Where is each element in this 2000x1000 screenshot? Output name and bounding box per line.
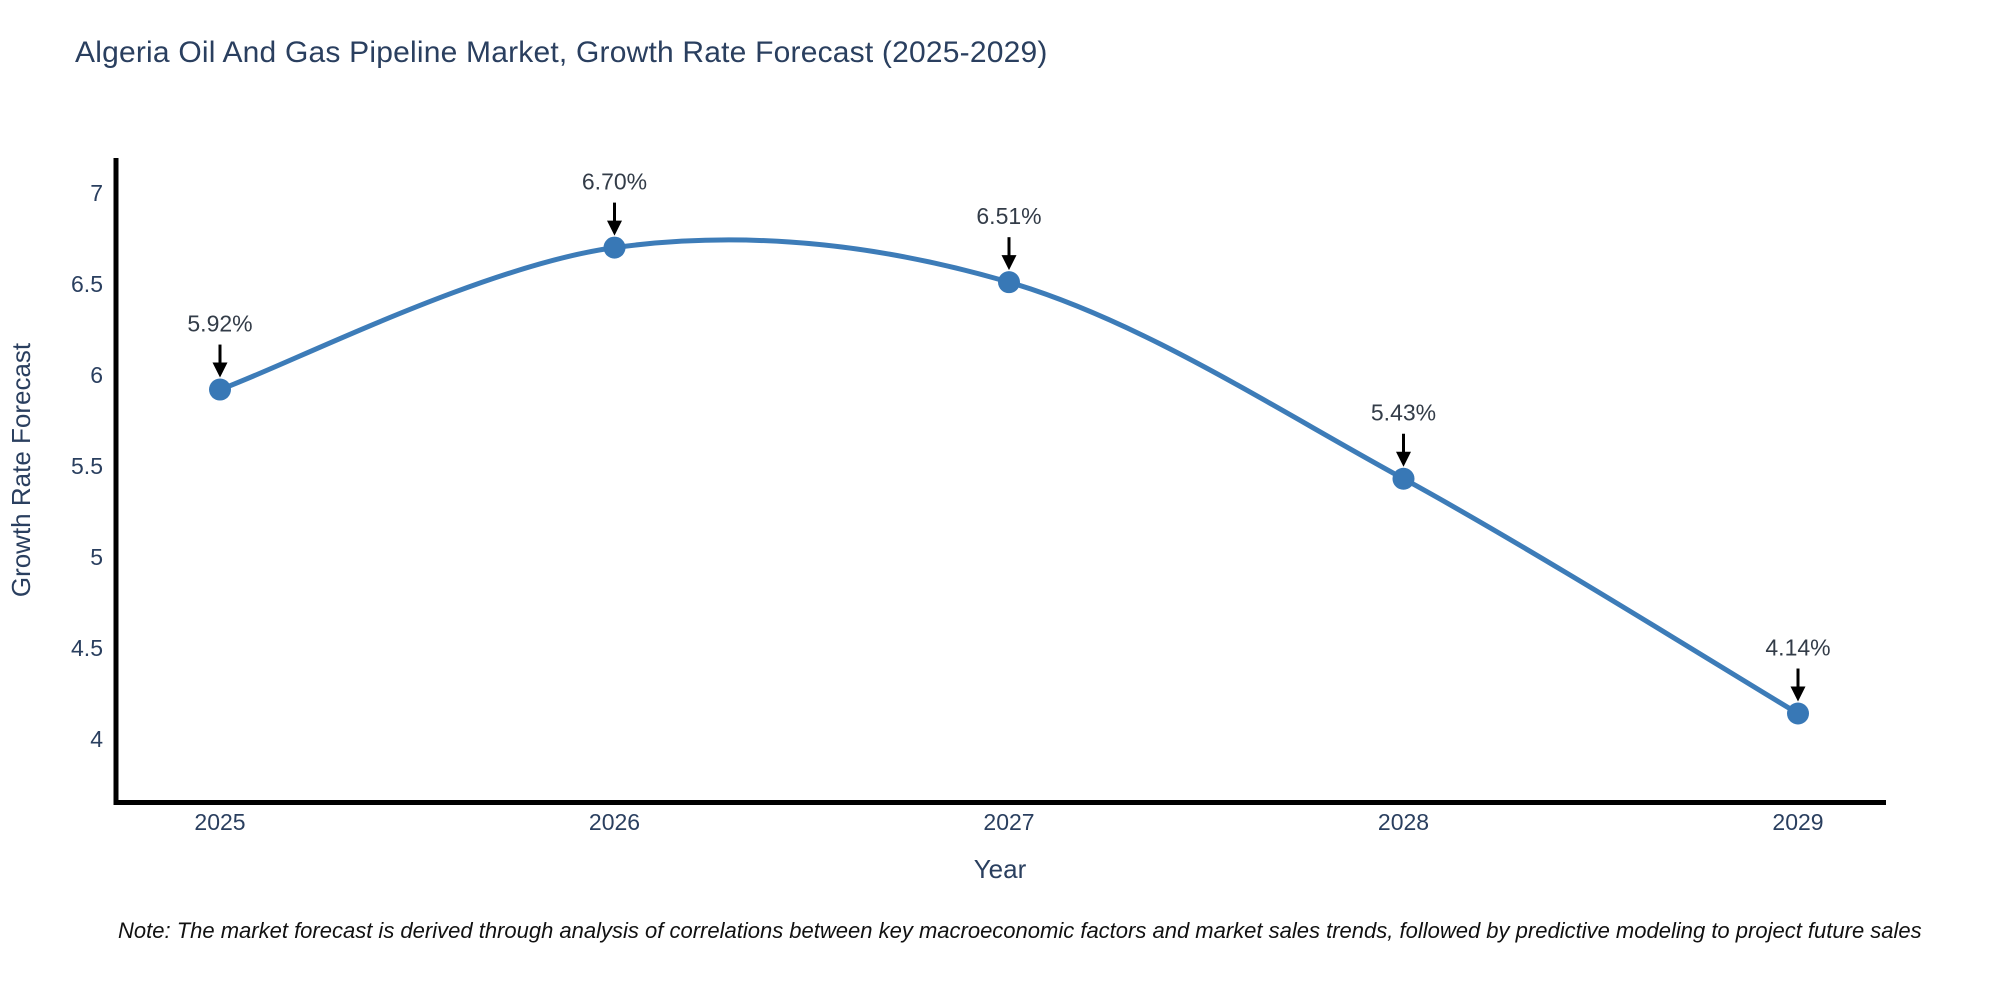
data-point-marker (1787, 702, 1809, 725)
data-point-marker (1392, 467, 1415, 490)
y-tick-label: 4 (90, 726, 103, 752)
y-tick-label: 6.5 (71, 271, 103, 297)
annotation-arrow-head (1396, 451, 1411, 467)
y-tick-label: 6 (90, 362, 103, 388)
point-value-label: 6.51% (976, 203, 1041, 229)
chart-footnote: Note: The market forecast is derived thr… (118, 918, 1922, 943)
forecast-spline-line (217, 237, 1801, 717)
x-tick-label: 2025 (194, 809, 245, 835)
x-tick-label: 2028 (1378, 809, 1429, 835)
data-point-marker (209, 378, 231, 401)
data-point-marker (603, 236, 626, 259)
annotation-arrow-head (1790, 686, 1806, 702)
y-tick-label: 5.5 (71, 453, 103, 479)
y-tick-label: 7 (90, 180, 103, 206)
data-point-marker (998, 271, 1020, 294)
point-value-label: 4.14% (1765, 635, 1830, 661)
annotation-arrow-head (607, 220, 622, 236)
chart-title: Algeria Oil And Gas Pipeline Market, Gro… (75, 36, 1048, 69)
x-tick-label: 2026 (589, 809, 640, 835)
point-value-label: 5.43% (1371, 400, 1436, 426)
x-tick-label: 2027 (983, 809, 1034, 835)
y-axis-title: Growth Rate Forecast (6, 342, 36, 597)
y-tick-label: 4.5 (71, 635, 103, 661)
point-value-label: 5.92% (187, 311, 252, 337)
x-axis-title: Year (974, 854, 1027, 884)
annotation-arrow-head (212, 362, 228, 378)
point-value-label: 6.70% (582, 169, 647, 195)
annotation-arrow-head (1001, 255, 1017, 271)
x-tick-label: 2029 (1772, 809, 1823, 835)
y-tick-label: 5 (90, 544, 103, 570)
